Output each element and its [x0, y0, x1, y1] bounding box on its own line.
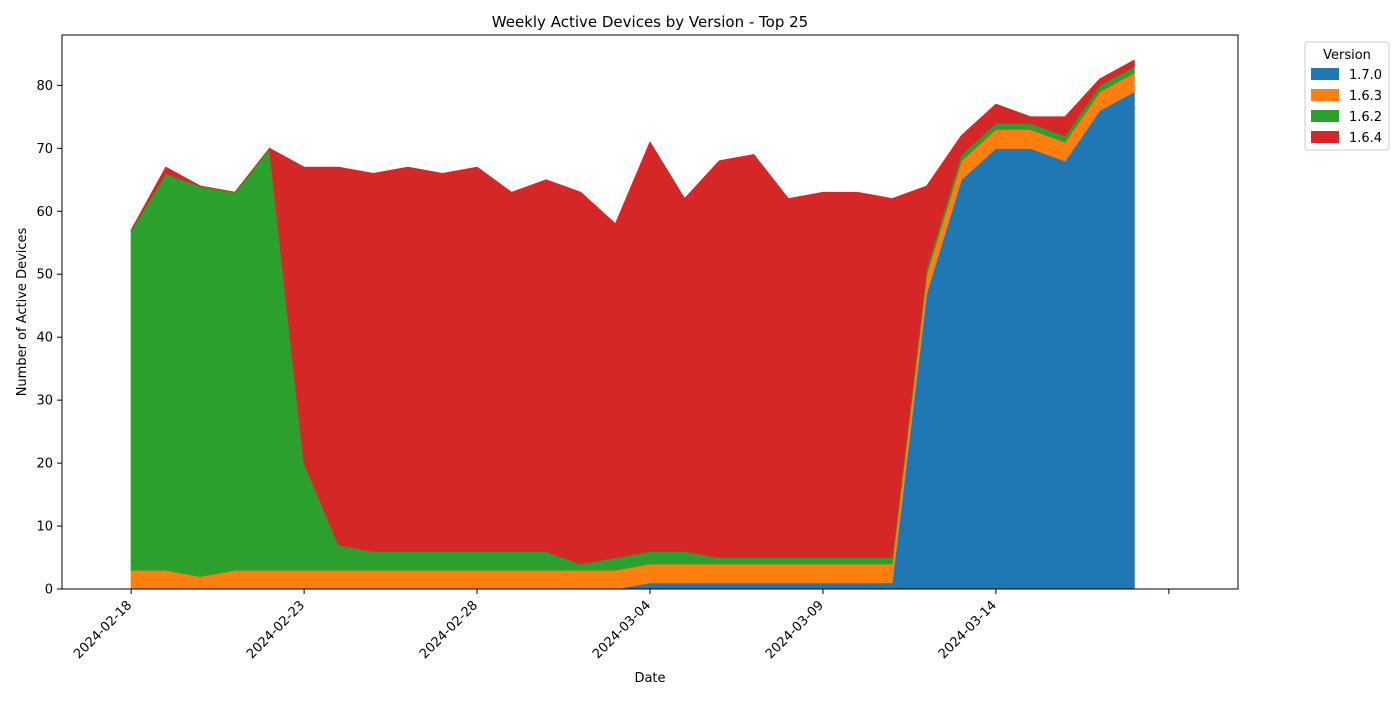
y-tick-label: 30 [36, 394, 53, 409]
y-tick-label: 60 [36, 205, 53, 220]
y-tick-label: 70 [36, 142, 53, 157]
legend-label: 1.7.0 [1349, 68, 1382, 83]
y-tick-label: 50 [36, 268, 53, 283]
legend-swatch [1311, 68, 1339, 80]
y-axis: 0 10 20 30 40 50 60 70 80 [36, 79, 62, 598]
x-axis: 2024-02-18 2024-02-23 2024-02-28 2024-03-04… [71, 589, 1170, 662]
y-tick-label: 40 [36, 331, 53, 346]
area-series-1-6-4 [130, 59, 1135, 565]
legend-swatch [1311, 89, 1339, 101]
x-tick-label: 2024-03-04 [590, 598, 654, 662]
legend: Version 1.7.0 1.6.3 1.6.2 1.6.4 [1304, 41, 1390, 151]
y-axis-label: Number of Active Devices [15, 227, 30, 396]
x-tick-label: 2024-02-28 [417, 598, 481, 662]
x-axis-label: Date [634, 671, 665, 686]
x-tick-label: 2024-02-18 [71, 598, 135, 662]
y-tick-label: 0 [45, 583, 53, 598]
x-tick-label: 2024-03-14 [936, 598, 1000, 662]
legend-items: 1.7.0 1.6.3 1.6.2 1.6.4 [1311, 68, 1382, 146]
areas-layer [130, 59, 1135, 590]
y-tick-label: 20 [36, 457, 53, 472]
legend-swatch [1311, 131, 1339, 143]
x-tick-label: 2024-02-23 [244, 598, 308, 662]
y-tick-label: 80 [36, 79, 53, 94]
chart-title: Weekly Active Devices by Version - Top 2… [492, 13, 808, 31]
legend-label: 1.6.2 [1349, 110, 1382, 125]
x-tick-label: 2024-03-09 [763, 598, 827, 662]
legend-swatch [1311, 110, 1339, 122]
legend-title: Version [1323, 48, 1371, 63]
legend-label: 1.6.3 [1349, 89, 1382, 104]
legend-label: 1.6.4 [1349, 131, 1382, 146]
y-tick-label: 10 [36, 520, 53, 535]
